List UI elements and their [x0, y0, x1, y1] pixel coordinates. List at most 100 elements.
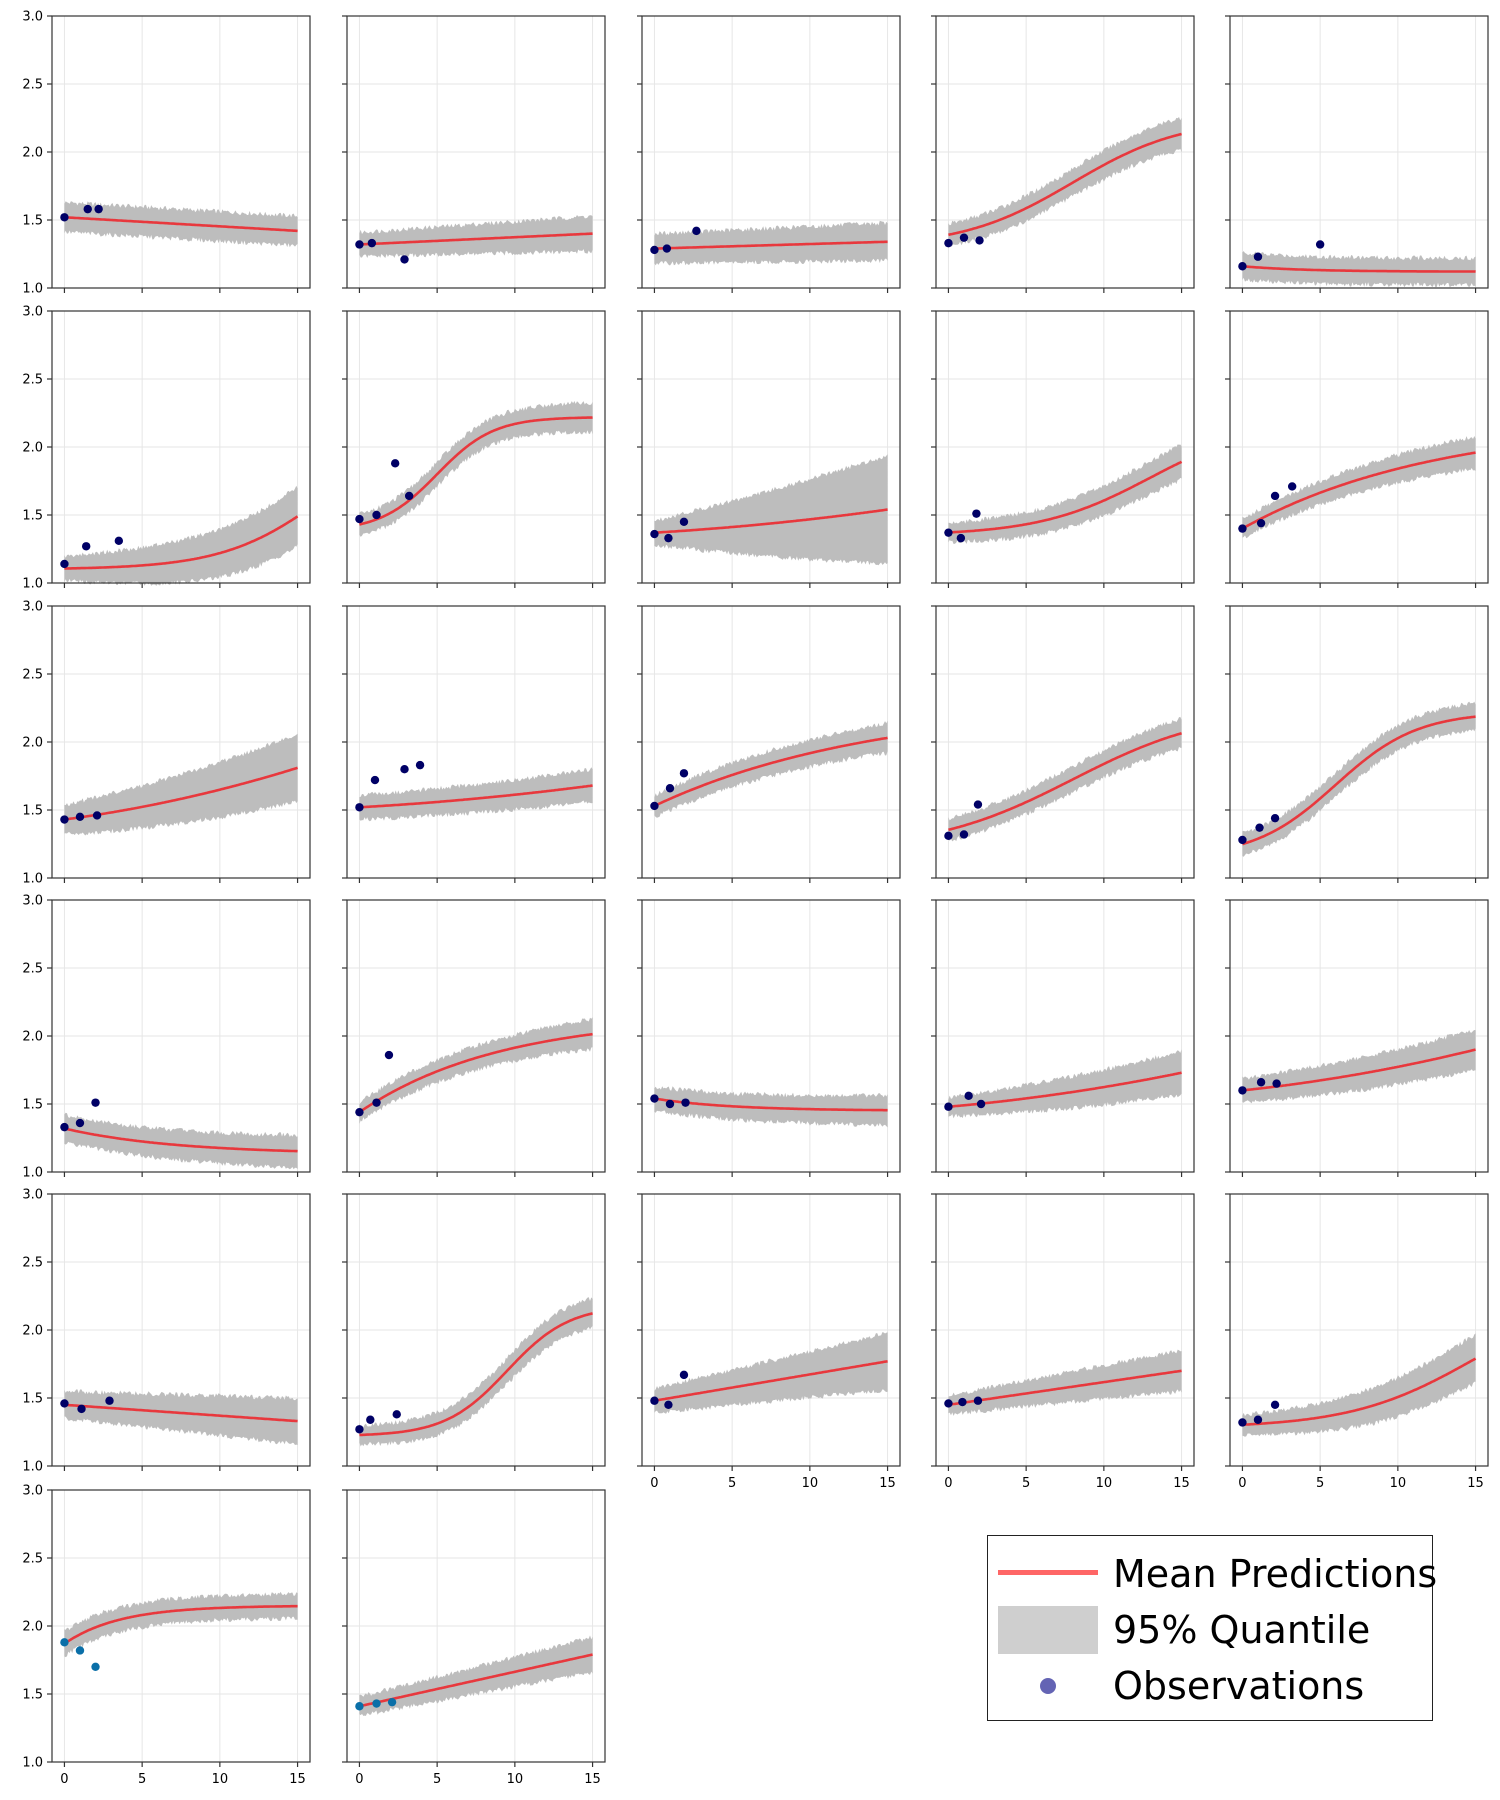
observation-point [973, 1396, 983, 1405]
observation-point [650, 1396, 659, 1405]
mean-line [359, 1653, 593, 1708]
y-tick-label: 2.5 [22, 78, 43, 93]
quantile-band [1242, 1030, 1476, 1104]
y-tick-label: 3.0 [22, 894, 43, 909]
mean-line [654, 240, 888, 250]
observation-point [390, 459, 400, 468]
legend-entry-observations: Observations [988, 1656, 1432, 1714]
observation-point [372, 510, 381, 520]
legend-entry-mean: Mean Predictions [988, 1544, 1437, 1602]
panel-8 [637, 310, 901, 588]
observation-point [650, 245, 659, 255]
quantile-band [948, 716, 1182, 842]
observation-point [664, 533, 673, 543]
legend-swatch-line [998, 1570, 1098, 1575]
mean-line [64, 1403, 298, 1423]
observation-point [60, 815, 69, 824]
panel-25: 0 5 10 15 [1225, 1193, 1489, 1491]
panel-26: 1.0 1.5 2.0 2.5 3.0 0 5 10 15 [22, 1484, 311, 1787]
panel-11: 1.0 1.5 2.0 2.5 3.0 [22, 600, 311, 887]
y-tick-label: 1.0 [22, 1166, 43, 1181]
panel-15 [1225, 605, 1489, 883]
observation-point [75, 1646, 85, 1655]
observation-point [1272, 1079, 1281, 1088]
y-tick-label: 1.0 [22, 577, 43, 592]
y-tick-label: 1.5 [22, 509, 43, 524]
legend-label-band: 95% Quantile [1113, 1608, 1371, 1652]
observation-point [367, 238, 377, 248]
x-tick-label: 15 [879, 1476, 896, 1491]
observation-point [958, 1397, 967, 1407]
observation-point [355, 514, 364, 524]
observation-point [1238, 835, 1247, 845]
observation-point [1270, 1400, 1280, 1410]
observation-point [972, 509, 981, 518]
observation-point [355, 1425, 364, 1434]
legend-label-mean: Mean Predictions [1113, 1552, 1438, 1596]
observation-point [1287, 482, 1297, 491]
x-tick-label: 10 [507, 1772, 524, 1787]
observation-point [1253, 252, 1263, 261]
mean-line [1242, 715, 1476, 846]
panel-23: 0 5 10 15 [637, 1193, 901, 1491]
panel-18 [637, 899, 901, 1177]
observation-point [1256, 518, 1266, 528]
y-tick-label: 2.0 [22, 441, 43, 456]
observation-point [650, 1094, 659, 1103]
observation-point [664, 1400, 673, 1410]
x-tick-label: 15 [289, 1772, 306, 1787]
mean-line [359, 416, 593, 526]
mean-line [1242, 1357, 1477, 1426]
y-tick-label: 2.0 [22, 146, 43, 161]
observation-point [77, 1404, 86, 1414]
x-tick-label: 0 [355, 1772, 363, 1787]
observation-point [370, 775, 380, 785]
x-tick-label: 10 [1096, 1476, 1113, 1491]
observation-point [959, 233, 969, 242]
mean-line [948, 1071, 1182, 1108]
y-tick-label: 1.5 [22, 214, 43, 229]
observation-point [92, 811, 102, 820]
panel-3 [637, 15, 901, 293]
observation-point [372, 1699, 381, 1708]
observation-point [415, 760, 425, 770]
mean-line [1242, 1048, 1476, 1092]
panel-5 [1225, 15, 1489, 293]
panel-22 [342, 1193, 606, 1471]
panel-17 [342, 899, 606, 1177]
x-tick-label: 15 [1173, 1476, 1190, 1491]
panel-7 [342, 310, 606, 588]
panel-20 [1225, 899, 1489, 1177]
observation-point [75, 812, 85, 821]
quantile-band [64, 733, 298, 836]
y-tick-label: 1.0 [22, 282, 43, 297]
mean-line [63, 1604, 298, 1645]
y-tick-label: 2.0 [22, 1030, 43, 1045]
quantile-band [64, 1112, 298, 1170]
x-tick-label: 0 [1238, 1476, 1246, 1491]
quantile-band [654, 220, 888, 266]
observation-point [355, 1107, 364, 1117]
observation-point [944, 1102, 953, 1111]
panel-13 [637, 605, 901, 883]
legend: Mean Predictions 95% Quantile Observatio… [987, 1535, 1437, 1721]
y-tick-label: 1.0 [22, 1460, 43, 1475]
observation-point [1315, 240, 1325, 249]
quantile-band [654, 1332, 888, 1414]
quantile-band [948, 1049, 1182, 1119]
observation-point [681, 1098, 690, 1107]
y-tick-label: 1.5 [22, 1098, 43, 1113]
observation-point [944, 238, 953, 248]
y-tick-label: 2.0 [22, 736, 43, 751]
quantile-band [1242, 1333, 1476, 1437]
observation-point [650, 801, 659, 811]
x-tick-label: 5 [728, 1476, 736, 1491]
quantile-band [64, 1389, 298, 1445]
y-tick-label: 2.5 [22, 668, 43, 683]
observation-point [976, 1099, 986, 1109]
panel-10 [1225, 310, 1489, 588]
observation-point [83, 204, 92, 214]
mean-line [359, 1312, 593, 1437]
panel-21: 1.0 1.5 2.0 2.5 3.0 [22, 1188, 311, 1475]
